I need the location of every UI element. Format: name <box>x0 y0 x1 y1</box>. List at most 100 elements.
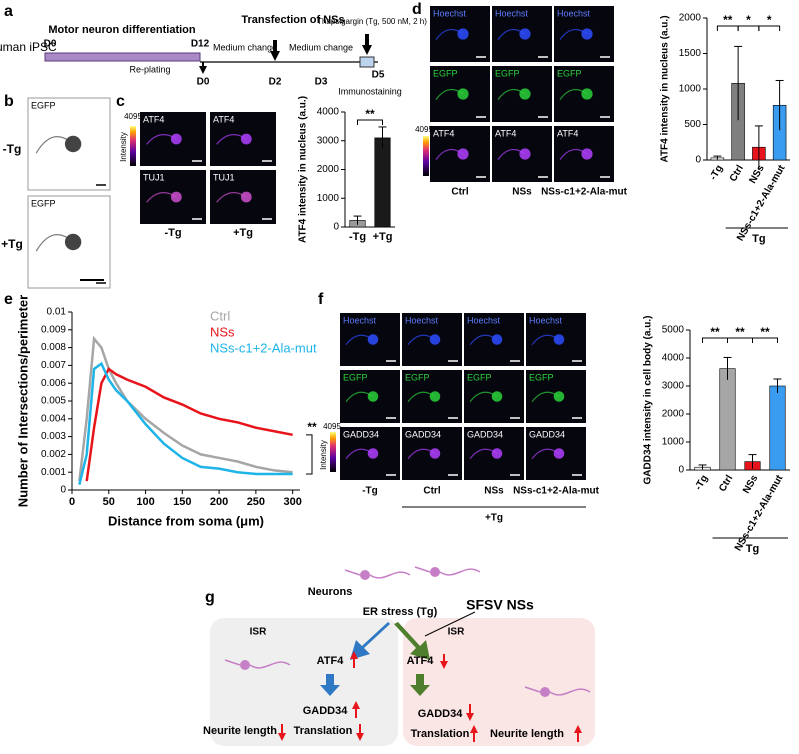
label: -Tg <box>164 227 181 239</box>
bracket <box>306 434 313 475</box>
label: Motor neuron differentiation <box>48 24 196 36</box>
cell <box>64 135 82 153</box>
x-tick-label: 100 <box>136 496 154 508</box>
arrow <box>365 34 369 48</box>
y-tick-label: 3000 <box>317 135 340 146</box>
label: D12 <box>191 39 210 50</box>
y-axis-label: GADD34 intensity in cell body (a.u.) <box>643 316 654 485</box>
stain-label: ATF4 <box>143 114 164 124</box>
stain-label: EGFP <box>467 372 492 382</box>
neurite <box>216 192 247 203</box>
micrograph <box>27 97 111 191</box>
label: Intensity <box>119 132 128 162</box>
neuron-neurite <box>224 659 291 669</box>
x-tick-label: 0 <box>69 496 75 508</box>
y-tick-label: 0.001 <box>41 467 66 478</box>
x-axis-label: Distance from soma (μm) <box>108 513 264 528</box>
neuron-neurite <box>524 686 591 696</box>
label: SFSV NSs <box>466 597 534 613</box>
neurite <box>469 334 498 346</box>
y-tick-label: 0 <box>333 222 339 233</box>
stain-label: Hoechst <box>343 315 377 325</box>
neurite <box>497 148 526 160</box>
y-tick-label: 2000 <box>662 409 685 420</box>
label: 4095 <box>415 125 433 134</box>
arrow <box>410 674 430 696</box>
arrow <box>352 701 360 709</box>
label: Translation <box>411 728 470 740</box>
y-tick-label: 4000 <box>662 353 685 364</box>
neuron <box>540 687 550 697</box>
timeline-label: Human iPSC <box>0 40 57 54</box>
stain-label: TUJ1 <box>143 172 165 182</box>
stain-label: GADD34 <box>467 429 503 439</box>
stain-label: Hoechst <box>405 315 439 325</box>
neurite <box>531 334 560 346</box>
label: Ctrl <box>423 486 440 497</box>
label: NSs <box>484 486 504 497</box>
arrow <box>394 622 430 660</box>
y-tick-label: 0.008 <box>41 342 66 353</box>
cell <box>170 133 182 145</box>
neurite <box>559 148 588 160</box>
significance: ** <box>735 325 745 339</box>
arrow <box>440 661 448 669</box>
panel-letter: f <box>318 291 324 308</box>
label: ATF4 <box>317 655 345 667</box>
bar <box>374 137 391 228</box>
neurite <box>407 391 436 403</box>
x-tick-label: Ctrl <box>728 163 746 184</box>
stain-label: ATF4 <box>557 128 578 138</box>
stain-label: EGFP <box>495 68 520 78</box>
label: D0 <box>44 39 57 50</box>
colorbar <box>423 136 429 176</box>
cell <box>64 233 82 251</box>
significance: ** <box>760 325 770 339</box>
colorbar <box>130 126 136 166</box>
significance-bracket <box>357 119 383 125</box>
series-line <box>85 367 293 482</box>
x-tick-label: -Tg <box>708 163 725 182</box>
neurite <box>435 88 464 100</box>
label: GADD34 <box>418 708 464 720</box>
label: ISR <box>448 627 465 638</box>
significance-bracket <box>758 25 781 31</box>
stain-label: ATF4 <box>213 114 234 124</box>
neurite <box>435 28 464 40</box>
label: 4095 <box>124 112 142 121</box>
neurite <box>35 136 74 154</box>
x-tick-label: 50 <box>103 496 115 508</box>
y-tick-label: 0.005 <box>41 396 66 407</box>
stain-label: GADD34 <box>529 429 565 439</box>
legend-entry: Ctrl <box>210 308 230 323</box>
stain-label: Hoechst <box>557 8 591 18</box>
neurite <box>531 448 560 460</box>
label: Medium change <box>213 42 277 52</box>
x-tick-label: NSs-c1+2-Ala-mut <box>733 473 786 553</box>
label: D0 <box>197 77 210 88</box>
label: +Tg <box>485 513 503 524</box>
x-tick-label: NSs <box>748 163 767 186</box>
neuron-neurite <box>414 566 481 576</box>
arrow <box>350 622 390 660</box>
neurite <box>407 334 436 346</box>
stain-label: GADD34 <box>343 429 379 439</box>
panel-letter: d <box>412 1 422 18</box>
y-tick-label: 1500 <box>679 48 702 59</box>
neurite <box>345 391 374 403</box>
label: Re-plating <box>129 64 170 74</box>
neurite <box>216 134 247 145</box>
cell <box>240 191 252 203</box>
label: ATF4 <box>407 655 435 667</box>
y-tick-label: 1000 <box>317 193 340 204</box>
label: D3 <box>315 77 328 88</box>
label: ISR <box>250 627 267 638</box>
stain-label: Hoechst <box>529 315 563 325</box>
stain-label: EGFP <box>31 100 56 110</box>
label: Ctrl <box>451 187 468 198</box>
panel-letter: g <box>205 589 215 606</box>
neurite <box>345 448 374 460</box>
y-tick-label: 0 <box>60 485 66 496</box>
x-tick-label: 250 <box>247 496 265 508</box>
